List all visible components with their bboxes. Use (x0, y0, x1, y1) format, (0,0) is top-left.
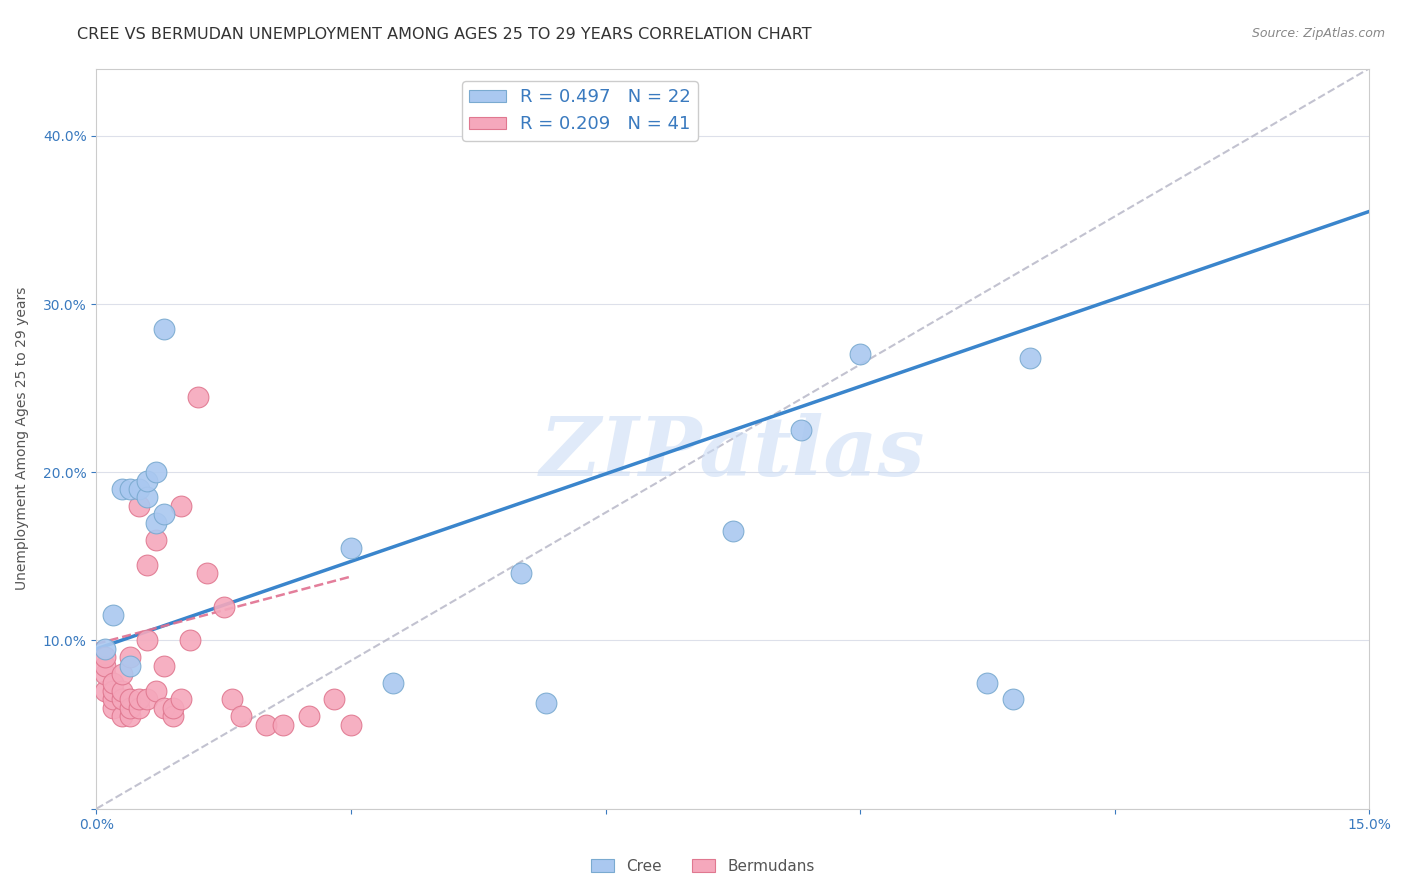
Point (103, 700, 125, 714)
Point (1018, 351, 1040, 365)
Point (103, 692, 125, 706)
Point (103, 608, 125, 623)
Point (297, 709, 319, 723)
Point (136, 692, 159, 706)
Point (509, 566, 531, 581)
Point (120, 658, 142, 673)
Point (179, 633, 201, 648)
Point (145, 533, 167, 547)
Point (170, 499, 193, 513)
Point (849, 347, 872, 361)
Point (94, 684, 117, 698)
Point (153, 322, 176, 336)
Point (145, 684, 167, 698)
Y-axis label: Unemployment Among Ages 25 to 29 years: Unemployment Among Ages 25 to 29 years (15, 287, 30, 591)
Point (382, 675, 405, 690)
Point (111, 709, 134, 723)
Point (323, 692, 346, 706)
Point (789, 423, 811, 437)
Point (128, 692, 150, 706)
Point (120, 700, 142, 714)
Point (111, 482, 134, 496)
Point (94, 658, 117, 673)
Point (1001, 692, 1024, 706)
Point (195, 566, 218, 581)
Point (721, 524, 744, 538)
Point (103, 675, 125, 690)
Point (534, 696, 557, 710)
Point (128, 482, 150, 496)
Point (340, 541, 363, 555)
Point (111, 684, 134, 698)
Point (153, 508, 176, 522)
Point (94, 667, 117, 681)
Point (170, 692, 193, 706)
Legend: Cree, Bermudans: Cree, Bermudans (585, 853, 821, 880)
Point (136, 474, 159, 488)
Point (162, 700, 184, 714)
Point (254, 717, 277, 731)
Point (229, 709, 252, 723)
Point (340, 717, 363, 731)
Text: ZIPatlas: ZIPatlas (540, 413, 925, 493)
Point (120, 650, 142, 665)
Text: CREE VS BERMUDAN UNEMPLOYMENT AMONG AGES 25 TO 29 YEARS CORRELATION CHART: CREE VS BERMUDAN UNEMPLOYMENT AMONG AGES… (77, 27, 811, 42)
Point (111, 667, 134, 681)
Point (111, 692, 134, 706)
Point (120, 709, 142, 723)
Legend: R = 0.497   N = 22, R = 0.209   N = 41: R = 0.497 N = 22, R = 0.209 N = 41 (463, 81, 697, 141)
Point (103, 684, 125, 698)
Point (145, 465, 167, 479)
Point (128, 700, 150, 714)
Point (153, 658, 176, 673)
Point (136, 491, 159, 505)
Point (187, 390, 209, 404)
Point (162, 709, 184, 723)
Point (136, 633, 159, 648)
Point (145, 516, 167, 530)
Point (212, 599, 235, 614)
Point (153, 700, 176, 714)
Point (120, 482, 142, 496)
Point (120, 692, 142, 706)
Point (976, 675, 998, 690)
Point (94, 641, 117, 656)
Point (94, 650, 117, 665)
Point (271, 717, 294, 731)
Point (221, 692, 243, 706)
Text: Source: ZipAtlas.com: Source: ZipAtlas.com (1251, 27, 1385, 40)
Point (128, 499, 150, 513)
Point (136, 558, 159, 572)
